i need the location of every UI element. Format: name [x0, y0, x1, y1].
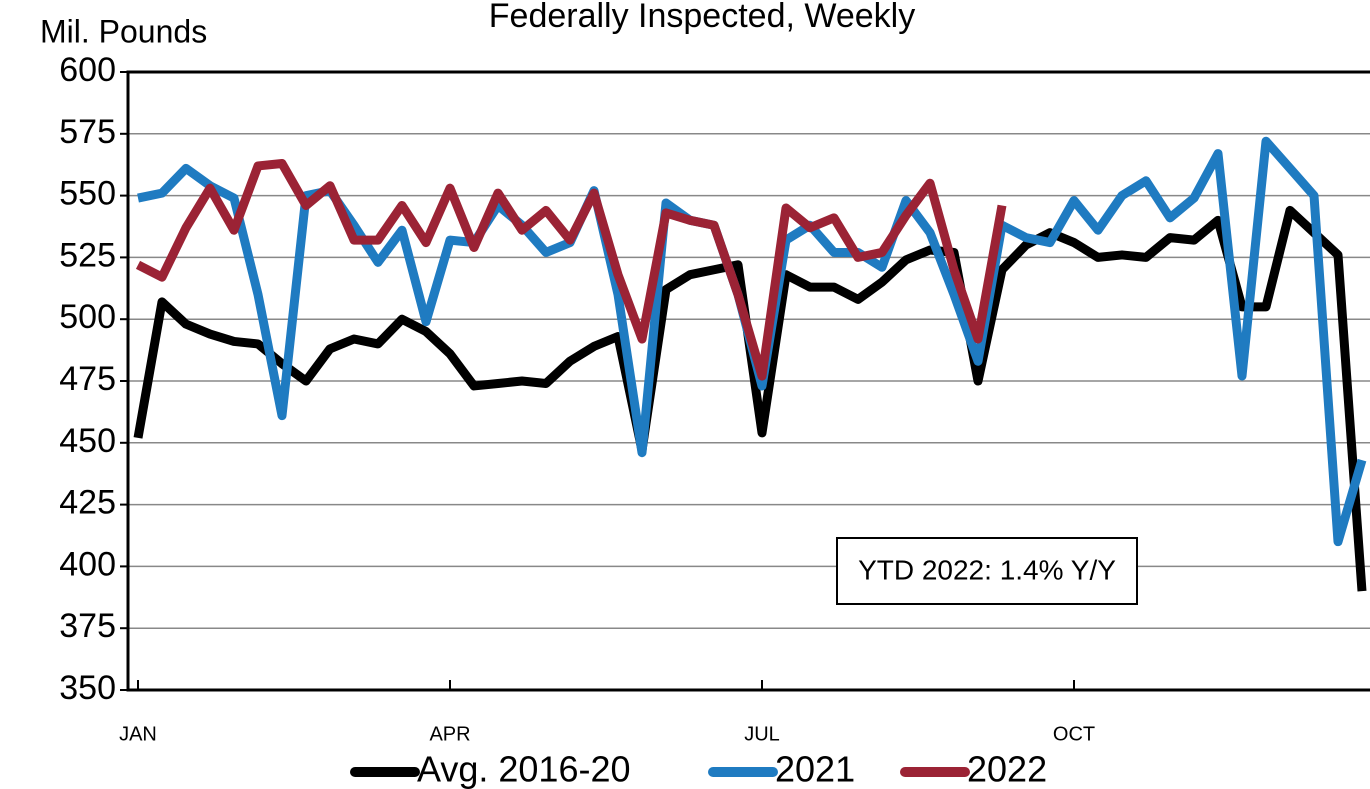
y-tick-label: 425 — [59, 484, 116, 522]
y-tick-label: 400 — [59, 545, 116, 583]
chart-title: Federally Inspected, Weekly — [489, 0, 915, 35]
x-tick-label: JAN — [119, 723, 157, 745]
plot-frame — [126, 70, 1370, 692]
series-line — [135, 158, 1007, 381]
y-tick-label: 600 — [59, 51, 116, 89]
legend-label: 2021 — [775, 749, 855, 789]
x-tick-label: OCT — [1053, 723, 1095, 745]
y-tick-label: 550 — [59, 175, 116, 213]
annotation-box — [836, 537, 1138, 605]
series-line — [133, 205, 1367, 592]
y-tick-label: 375 — [59, 607, 116, 645]
y-tick-label: 500 — [59, 298, 116, 336]
y-tick-label: 350 — [59, 669, 116, 707]
y-tick-label: 450 — [59, 422, 116, 460]
x-tick-label: JUL — [744, 723, 780, 745]
x-tick-label: APR — [429, 723, 470, 745]
annotation: YTD 2022: 1.4% Y/Y — [858, 554, 1116, 585]
y-axis-label: Mil. Pounds — [40, 13, 207, 49]
legend-label: Avg. 2016-20 — [417, 749, 631, 789]
y-tick-label: 575 — [59, 113, 116, 151]
y-tick-label: 475 — [59, 360, 116, 398]
legend-label: 2022 — [967, 749, 1047, 789]
y-tick-label: 525 — [59, 236, 116, 274]
